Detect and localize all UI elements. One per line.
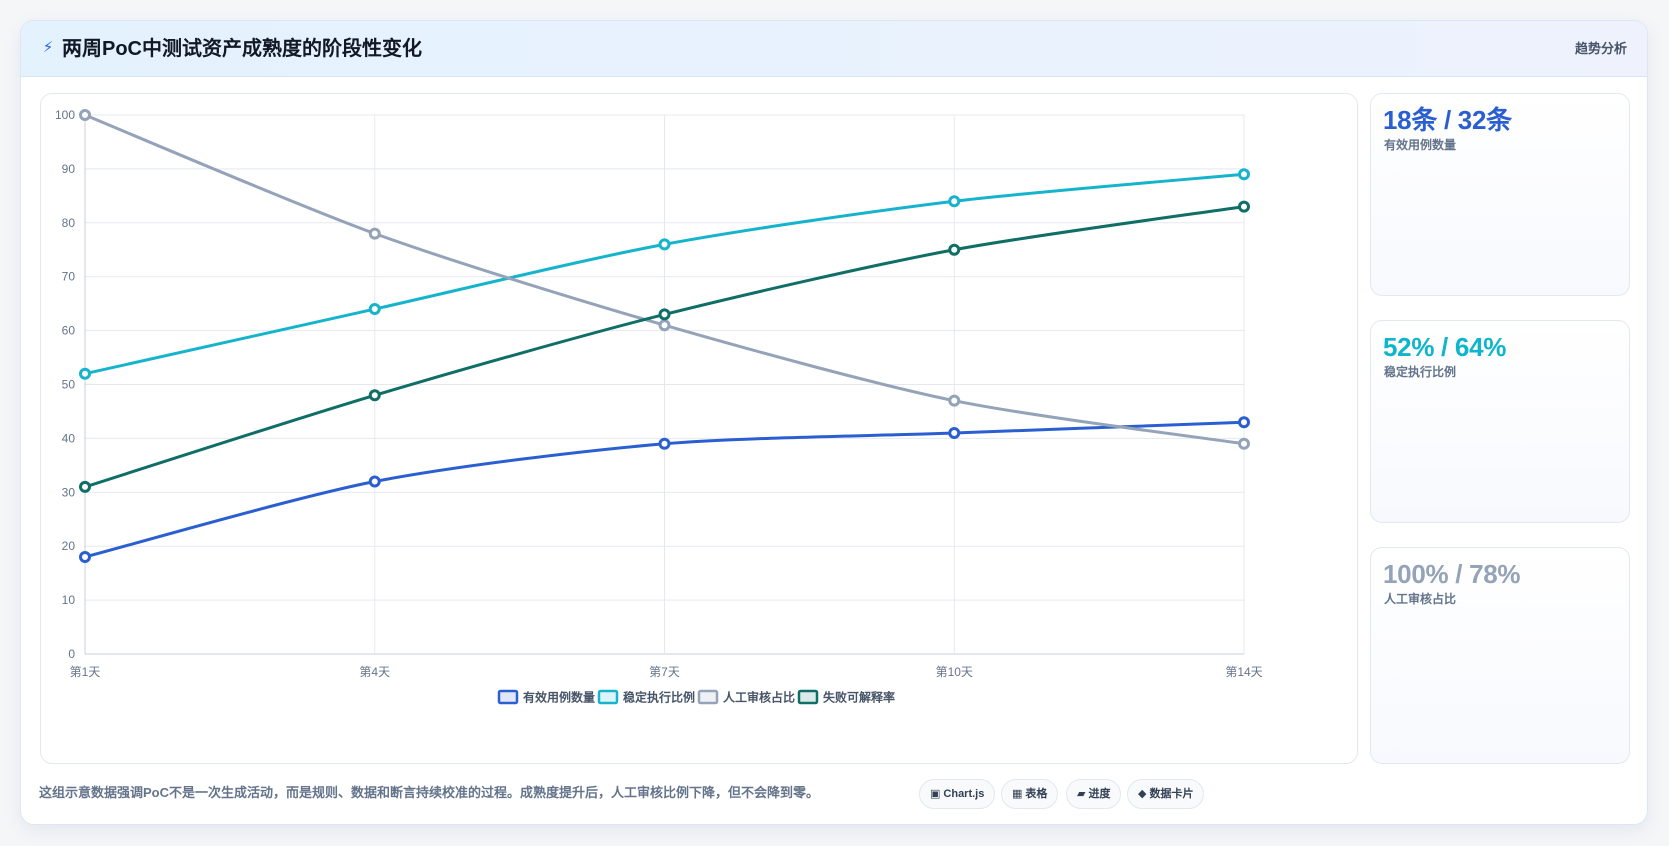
dashboard-card: ⚡ 两周PoC中测试资产成熟度的阶段性变化 趋势分析 0 10 20 30 40 50 60… <box>20 20 1648 825</box>
data-point <box>948 427 961 440</box>
data-point <box>79 367 91 380</box>
stat-card-manual-review: 100% / 78% 人工审核占比 <box>1370 547 1630 764</box>
page-title: 两周PoC中测试资产成熟度的阶段性变化 <box>62 38 422 60</box>
lightning-icon: ⚡ <box>42 39 54 56</box>
legend-swatch <box>597 689 619 705</box>
stat-label: 人工审核占比 <box>1384 592 1457 606</box>
legend-swatch <box>697 689 719 705</box>
footer-note: 这组示意数据强调PoC不是一次生成活动，而是规则、数据和断言持续校准的过程。成熟… <box>39 785 820 800</box>
y-tick-label: 40 <box>62 431 76 445</box>
trend-analysis-label: 趋势分析 <box>1574 41 1627 56</box>
x-tick-label: 第10天 <box>936 665 973 679</box>
stat-card-valid-cases: 18条 / 32条 有效用例数量 <box>1370 93 1630 296</box>
chip-table[interactable]: ▦ 表格 <box>1001 779 1059 809</box>
data-point <box>658 238 671 251</box>
chip-chartjs[interactable]: ▣ Chart.js <box>919 779 996 809</box>
legend-swatch <box>797 689 819 705</box>
chip-label: 数据卡片 <box>1149 788 1194 800</box>
y-tick-label: 50 <box>62 378 76 392</box>
stat-value: 100% / 78% <box>1383 559 1521 589</box>
x-tick-label: 第7天 <box>649 665 680 679</box>
line-chart: 0 10 20 30 40 50 60 70 80 90 100 第1天 第4天 第7天 第10天 第14天有… <box>55 108 1263 705</box>
legend-label: 稳定执行比例 <box>623 690 695 705</box>
chip-label: 进度 <box>1088 788 1111 800</box>
y-tick-label: 20 <box>62 539 76 553</box>
y-tick-label: 30 <box>62 485 76 499</box>
data-point <box>1238 437 1250 450</box>
data-point <box>368 475 381 488</box>
data-point <box>948 243 961 256</box>
data-point <box>79 480 91 493</box>
legend-label: 失败可解释率 <box>823 690 895 705</box>
chip-label: Chart.js <box>943 788 985 800</box>
data-point <box>658 308 671 321</box>
chip-data-card[interactable]: ◆ 数据卡片 <box>1127 779 1205 809</box>
data-point <box>658 319 671 332</box>
data-point <box>948 394 961 407</box>
x-tick-label: 第14天 <box>1225 665 1262 679</box>
y-tick-label: 0 <box>68 647 75 661</box>
y-tick-label: 70 <box>62 270 76 284</box>
legend-label: 有效用例数量 <box>523 690 595 705</box>
x-tick-label: 第4天 <box>359 665 390 679</box>
stat-value: 52% / 64% <box>1383 332 1507 362</box>
chart-panel: 0 10 20 30 40 50 60 70 80 90 100 第1天 第4天 第7天 第10天 第14天有… <box>40 93 1358 764</box>
data-point <box>948 195 961 208</box>
y-tick-label: 60 <box>62 324 76 338</box>
legend-swatch <box>497 689 519 705</box>
stat-card-stable-ratio: 52% / 64% 稳定执行比例 <box>1370 320 1630 523</box>
y-tick-label: 80 <box>62 216 76 230</box>
chip-label: 表格 <box>1025 788 1048 800</box>
stat-value: 18条 / 32条 <box>1383 105 1512 135</box>
y-tick-label: 90 <box>62 162 76 176</box>
table-icon: ▦ <box>1012 788 1023 800</box>
stat-label: 有效用例数量 <box>1384 138 1457 152</box>
progress-icon: ▰ <box>1077 788 1086 800</box>
data-point <box>1238 416 1250 429</box>
y-tick-label: 10 <box>62 593 76 607</box>
stat-label: 稳定执行比例 <box>1384 365 1457 379</box>
card-header: ⚡ 两周PoC中测试资产成熟度的阶段性变化 趋势分析 <box>21 21 1647 77</box>
data-point <box>1238 200 1250 213</box>
data-point <box>658 437 671 450</box>
legend-label: 人工审核占比 <box>723 690 795 705</box>
data-point <box>1238 168 1250 181</box>
chip-progress[interactable]: ▰ 进度 <box>1066 779 1122 809</box>
data-point <box>79 550 91 563</box>
data-point <box>79 109 91 121</box>
data-point <box>368 303 381 316</box>
card-icon: ◆ <box>1138 788 1147 800</box>
data-point <box>368 227 381 240</box>
x-tick-label: 第1天 <box>70 665 101 679</box>
y-tick-label: 100 <box>55 108 75 122</box>
data-point <box>368 389 381 402</box>
chart-icon: ▣ <box>930 788 941 800</box>
